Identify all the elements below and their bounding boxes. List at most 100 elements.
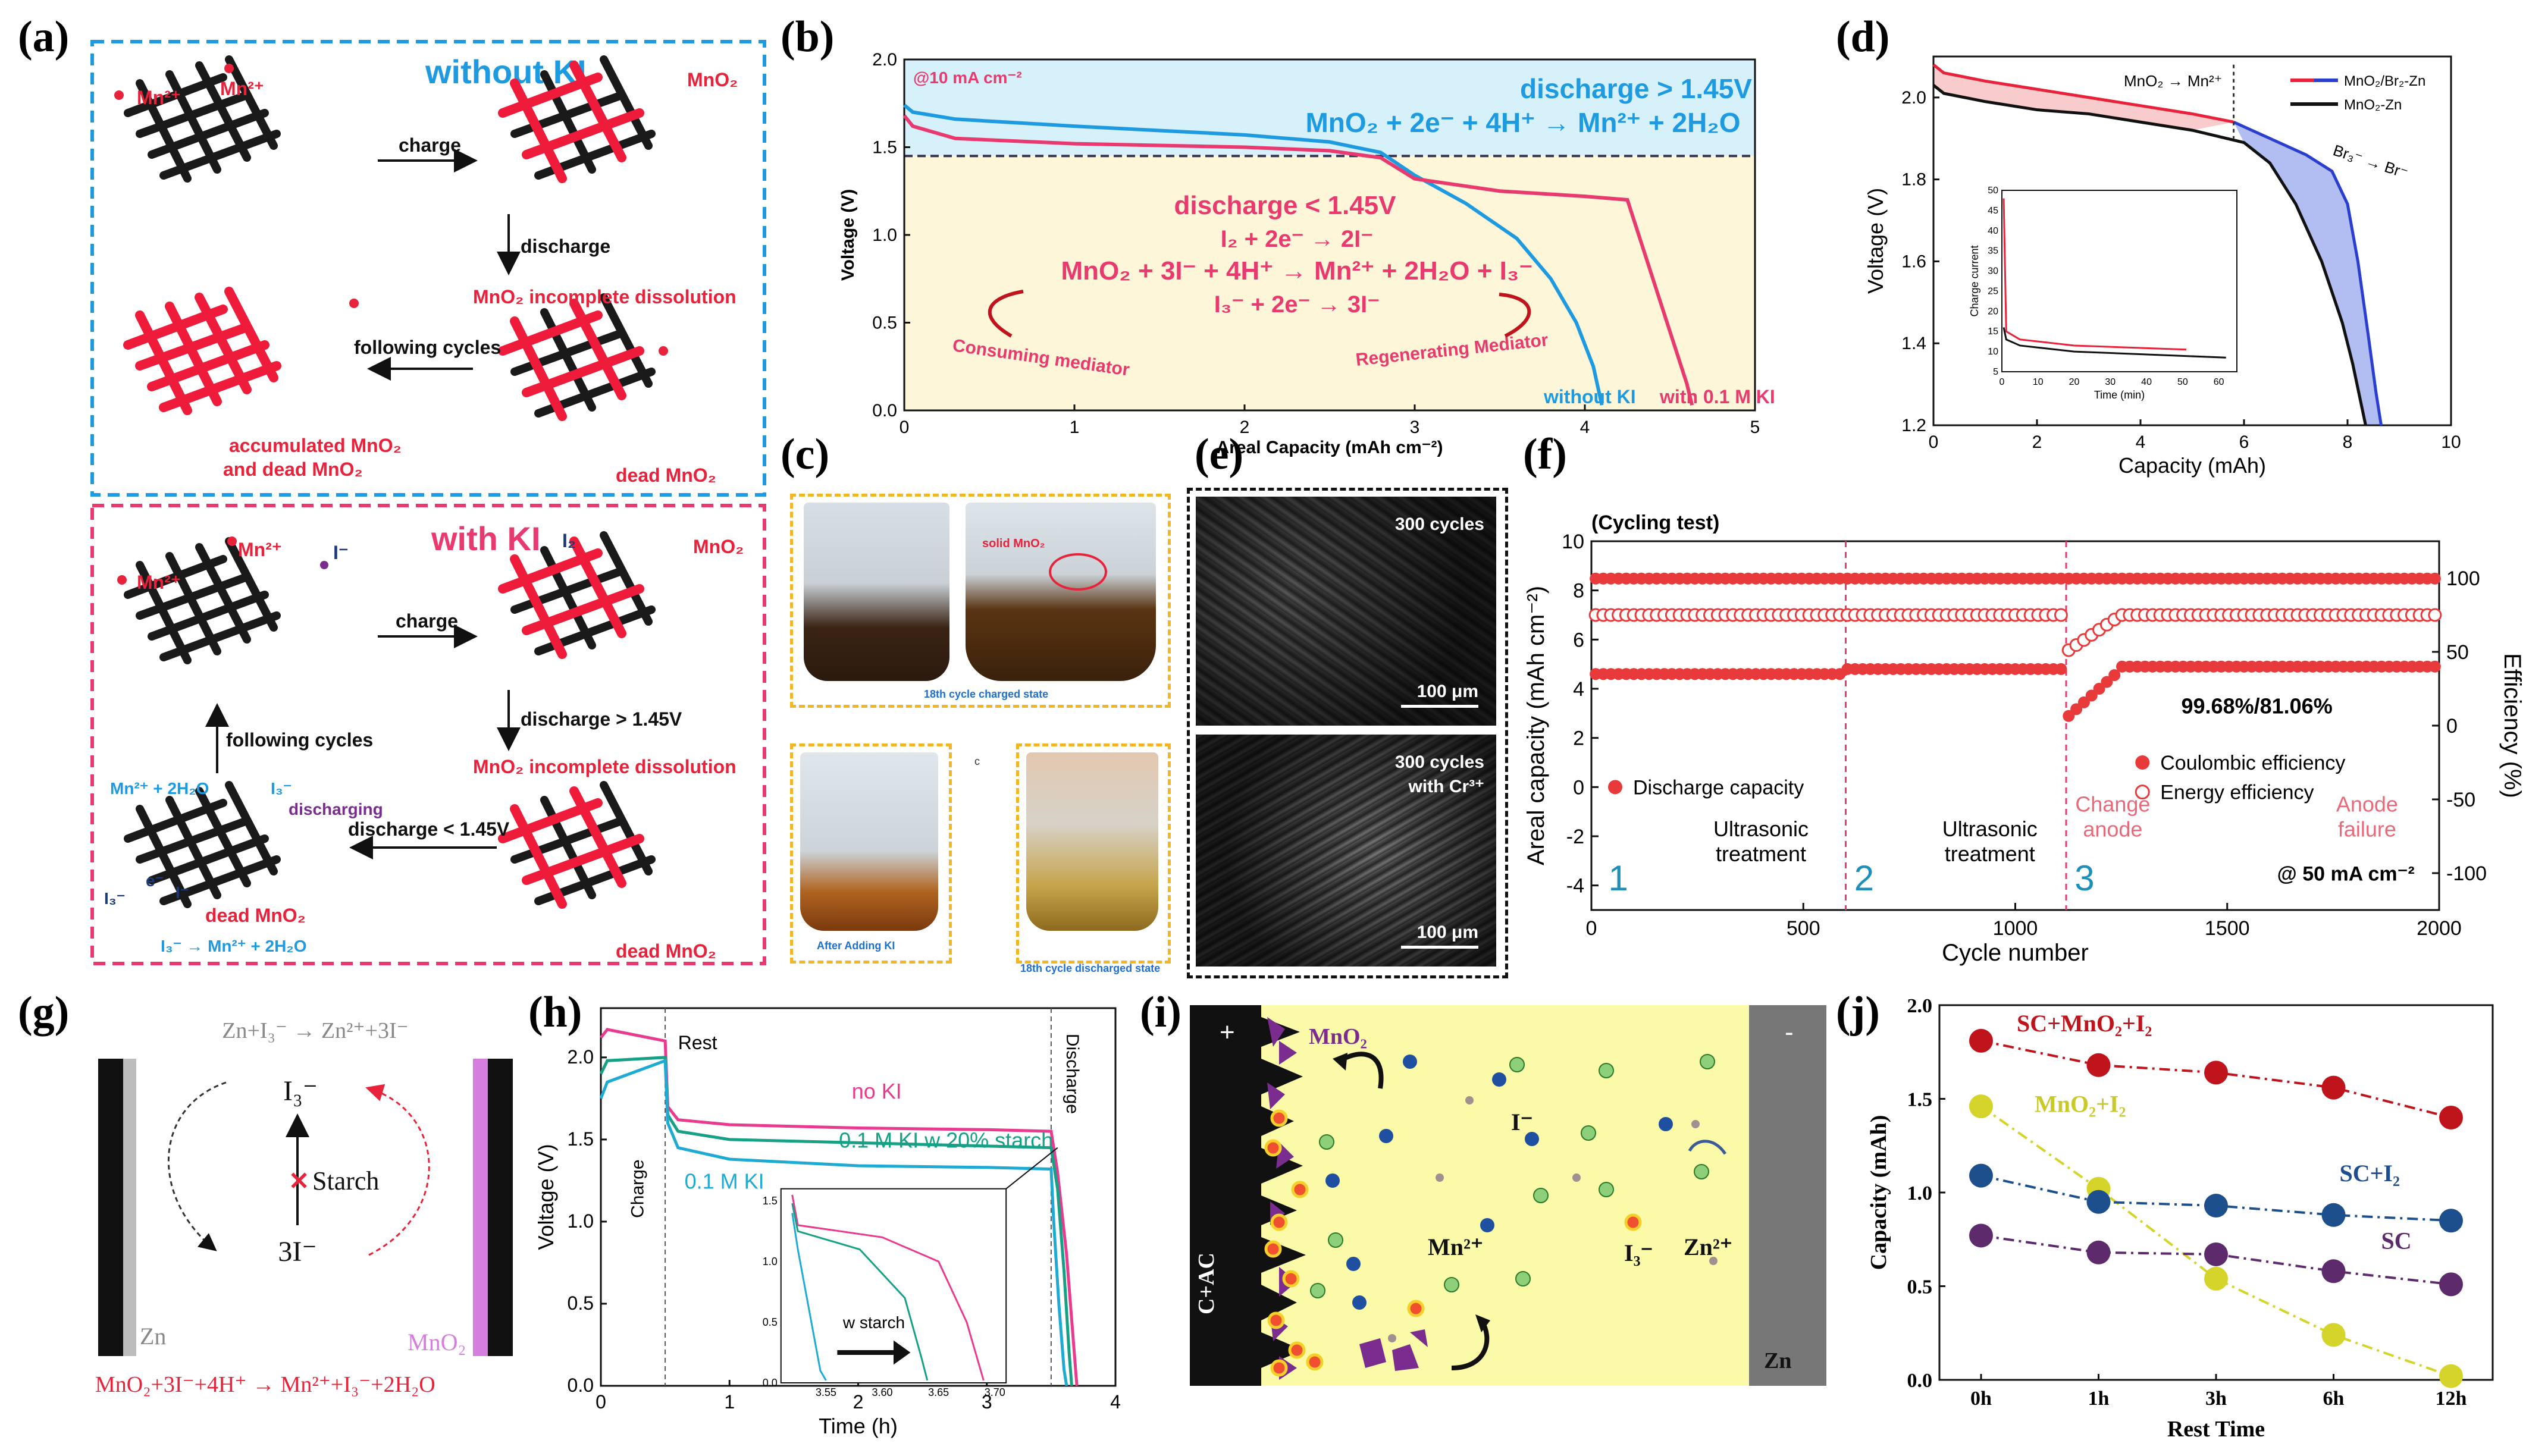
f-xtick-label-2: 1000 xyxy=(1993,917,2038,940)
i-anode xyxy=(1749,1005,1826,1386)
h-inset-xt-0: 3.55 xyxy=(816,1386,836,1398)
b-top-1: discharge > 1.45V xyxy=(1520,73,1752,104)
panel-b-chart: 0 1 2 3 4 5 0.0 0.5 1.0 1.5 2.0 Areal Capacity (mAh… xyxy=(838,50,1775,457)
panel-a-top-title: without KI xyxy=(425,53,587,90)
j-point-0-2 xyxy=(2204,1060,2228,1085)
a-top-mno2: MnO₂ xyxy=(687,69,738,90)
h-inset-curve-0 xyxy=(791,1194,985,1381)
f-ylabel: Areal capacity (mAh cm⁻²) xyxy=(1523,586,1549,865)
j-label-scmno2: SC+MnO₂+I₂ xyxy=(2017,1010,2152,1037)
j-point-2-3 xyxy=(2321,1203,2346,1227)
h-label-ki: 0.1 M KI xyxy=(685,1169,764,1194)
h-discharge: Discharge xyxy=(1063,1034,1082,1114)
d-xtick-label-1: 2 xyxy=(2032,432,2042,452)
f-cap-65 xyxy=(2085,689,2098,702)
b-xtick-label-5: 5 xyxy=(1750,418,1760,437)
d-inset-ylabel: Charge current xyxy=(1969,245,1980,316)
panel-label-a: (a) xyxy=(18,12,70,61)
f-cap-67 xyxy=(2101,676,2113,688)
photo-jar-4 xyxy=(1026,752,1158,931)
h-charge: Charge xyxy=(628,1159,647,1217)
d-inset-red xyxy=(2002,198,2186,351)
j-series-line-2 xyxy=(1980,1174,2452,1222)
panel-a-diagram: without KI Mn²⁺ Mn²⁺ MnO₂ charge dischar… xyxy=(90,40,766,965)
b-xtick-label-3: 3 xyxy=(1410,418,1420,437)
f-fail-1: Anode xyxy=(2336,792,2398,817)
f-y2tick-label-3: 50 xyxy=(2446,641,2469,664)
j-ytick-label-0: 0.0 xyxy=(1907,1370,1933,1392)
j-xtick-label-0: 0h xyxy=(1970,1388,1992,1410)
a-bot-ib: I⁻ xyxy=(175,883,189,902)
panel-label-c: (c) xyxy=(781,430,830,479)
f-xlabel: Cycle number xyxy=(1942,940,2089,966)
d-inset-xt-4: 40 xyxy=(2141,377,2152,387)
panel-label-g: (g) xyxy=(18,988,70,1037)
f-y2tick-label-1: -50 xyxy=(2446,789,2475,811)
j-ytick-label-4: 2.0 xyxy=(1907,995,1933,1017)
h-inset-xt-1: 3.60 xyxy=(872,1386,893,1398)
j-point-1-3 xyxy=(2321,1323,2346,1347)
b-ytick-label-3: 1.5 xyxy=(872,138,897,158)
j-ytick-label-2: 1.0 xyxy=(1907,1182,1933,1204)
a-bot-dead-2: dead MnO₂ xyxy=(616,940,716,962)
h-ytick-label-4: 2.0 xyxy=(568,1046,594,1068)
b-ylabel: Voltage (V) xyxy=(838,189,858,281)
i-mno2: MnO₂ xyxy=(1309,1024,1367,1049)
d-inset-xlabel: Time (min) xyxy=(2094,389,2145,401)
j-point-2-2 xyxy=(2204,1194,2228,1218)
d-inset-yt-0: 5 xyxy=(1993,367,1998,377)
f-legend-cap-marker xyxy=(1608,780,1622,795)
g-mno2: MnO₂ xyxy=(408,1329,466,1355)
j-xtick-label-3: 6h xyxy=(2323,1388,2345,1410)
i-mn2: Mn²⁺ xyxy=(1428,1234,1483,1260)
a-top-accum-1: accumulated MnO₂ xyxy=(229,435,402,456)
i-cathode xyxy=(1190,1005,1261,1386)
caption-discharged: 18th cycle discharged state xyxy=(1020,962,1161,974)
b-label-with: with 0.1 M KI xyxy=(1659,386,1775,407)
f-ce-110 xyxy=(2428,572,2441,585)
j-label-mno2: MnO₂+I₂ xyxy=(2035,1091,2126,1118)
d-inset-yt-6: 35 xyxy=(1988,246,1998,256)
g-3i: 3I⁻ xyxy=(278,1236,316,1267)
f-title: (Cycling test) xyxy=(1591,512,1719,534)
h-rest: Rest xyxy=(678,1032,717,1053)
panel-f: 0 500 1000 1500 2000 -4 -2 0 2 4 6 8 10 -100 -50 0 50 100… xyxy=(1514,494,2525,969)
j-point-3-3 xyxy=(2321,1259,2346,1284)
small-c: c xyxy=(974,755,980,767)
j-ytick-label-3: 1.5 xyxy=(1907,1089,1933,1111)
f-y2tick-label-0: -100 xyxy=(2446,862,2487,885)
f-ytick-label-0: -4 xyxy=(1566,875,1584,898)
f-ultra2-1: Ultrasonic xyxy=(1942,817,2038,841)
j-label-sci2: SC+I₂ xyxy=(2340,1160,2400,1187)
j-ylabel: Capacity (mAh) xyxy=(1866,1115,1891,1270)
h-inset-yt-3: 1.5 xyxy=(763,1195,778,1207)
d-anno-1: MnO₂ → Mn²⁺ xyxy=(2124,72,2222,90)
b-low-2: I₂ + 2e⁻ → 2I⁻ xyxy=(1221,226,1374,252)
h-xtick-label-0: 0 xyxy=(596,1391,606,1413)
f-xtick-label-4: 2000 xyxy=(2417,917,2462,940)
d-inset-yt-5: 30 xyxy=(1988,266,1998,277)
b-series-1 xyxy=(902,114,1694,406)
f-eff-val: 99.68%/81.06% xyxy=(2182,694,2333,718)
a-bot-i3a: I₃⁻ xyxy=(271,779,292,798)
sem-bottom: 300 cycles with Cr³⁺ 100 μm xyxy=(1196,735,1496,967)
j-point-1-4 xyxy=(2439,1364,2463,1388)
h-inset-curve-1 xyxy=(791,1203,929,1381)
panel-label-i: (i) xyxy=(1140,988,1181,1037)
b-top-2: MnO₂ + 2e⁻ + 4H⁺ → Mn²⁺ + 2H₂O xyxy=(1305,107,1740,138)
b-ytick-label-4: 2.0 xyxy=(872,50,897,70)
g-arrow-left xyxy=(167,1081,227,1251)
d-xlabel: Capacity (mAh) xyxy=(2118,453,2266,478)
sem-bottom-label-2: with Cr³⁺ xyxy=(1408,777,1485,796)
h-inset-curve-2 xyxy=(791,1213,827,1381)
a-bot-eq: I₃⁻ → Mn²⁺ + 2H₂O xyxy=(161,937,307,955)
h-xtick-label-1: 1 xyxy=(724,1391,735,1413)
f-y2tick-label-2: 0 xyxy=(2446,715,2458,738)
j-point-1-0 xyxy=(1969,1094,1993,1119)
f-n2: 2 xyxy=(1854,858,1874,898)
d-inset-yt-3: 20 xyxy=(1988,306,1998,316)
a-bot-incomplete: MnO₂ incomplete dissolution xyxy=(473,756,737,777)
b-ytick-label-1: 0.5 xyxy=(872,313,897,333)
b-arrow-consuming xyxy=(988,290,1024,338)
mesh-accumulated xyxy=(128,291,277,410)
